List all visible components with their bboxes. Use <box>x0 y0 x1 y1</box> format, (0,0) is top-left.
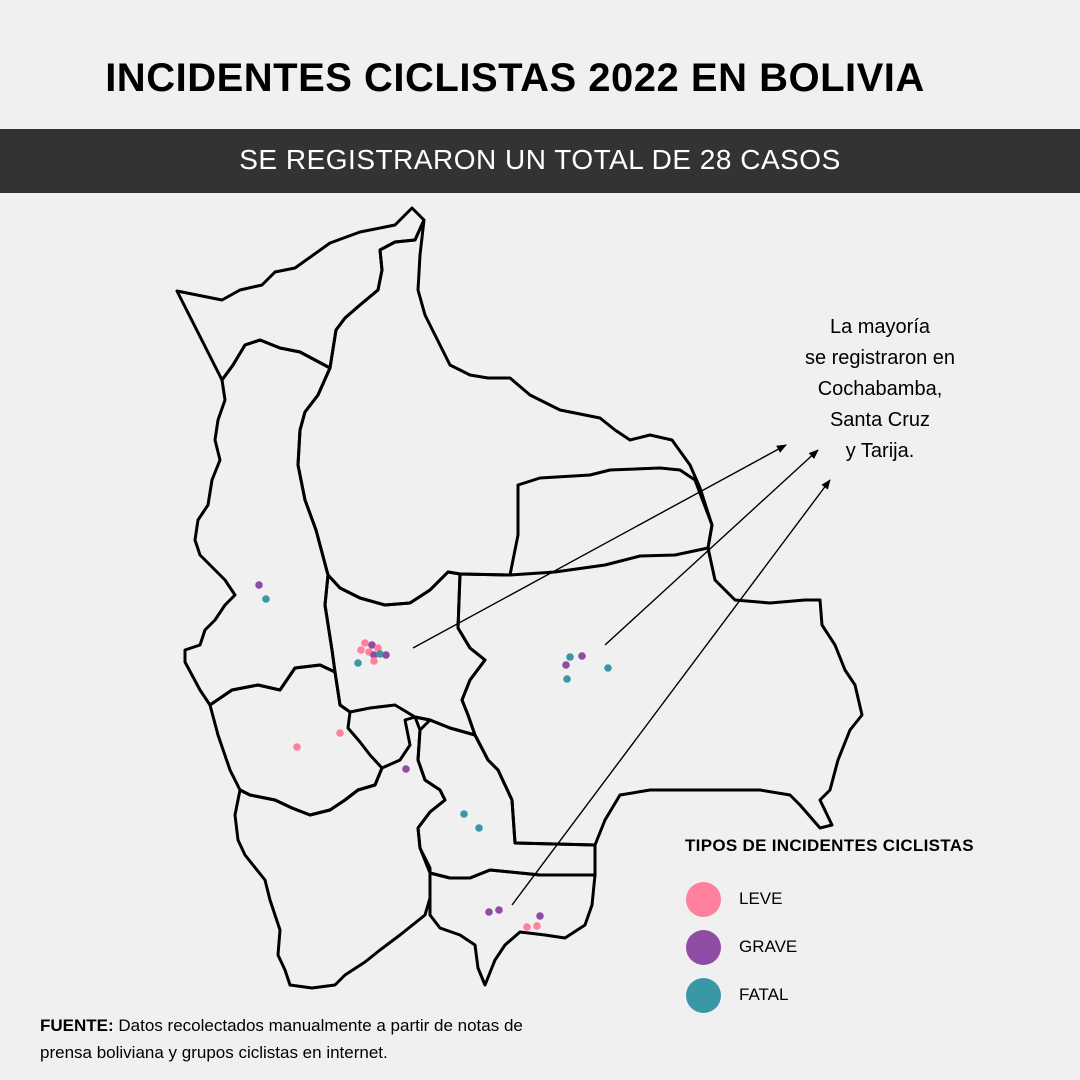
incident-marker-leve <box>523 923 531 931</box>
incident-marker-fatal <box>604 664 612 672</box>
incident-marker-grave <box>368 641 376 649</box>
subtitle-banner: SE REGISTRARON UN TOTAL DE 28 CASOS <box>0 129 1080 193</box>
source-label: FUENTE: <box>40 1016 114 1035</box>
incident-marker-fatal <box>475 824 483 832</box>
arrow-santa-cruz <box>604 449 819 646</box>
annotation-line: y Tarija. <box>845 440 915 462</box>
legend-swatch <box>686 930 721 965</box>
incident-marker-grave <box>402 765 410 773</box>
incident-marker-fatal <box>376 650 384 658</box>
legend-title: TIPOS DE INCIDENTES CICLISTAS <box>685 836 974 855</box>
incident-marker-fatal <box>563 675 571 683</box>
annotation-line: Cochabamba, <box>817 378 943 400</box>
incident-marker-grave <box>562 661 570 669</box>
annotation-line: Santa Cruz <box>829 409 931 431</box>
annotation-line: La mayoría <box>829 316 931 338</box>
region-chuquisaca <box>413 715 597 880</box>
incident-marker-leve <box>293 743 301 751</box>
region-santa-cruz <box>456 466 864 847</box>
legend-swatch <box>686 882 721 917</box>
region-pando <box>175 206 426 382</box>
incident-marker-grave <box>370 651 378 659</box>
subtitle: SE REGISTRARON UN TOTAL DE 28 CASOS <box>239 144 841 175</box>
annotation-line: se registraron en <box>804 347 956 369</box>
region-potosi <box>233 715 447 990</box>
region-beni <box>296 218 714 607</box>
arrow-cochabamba <box>412 444 787 649</box>
annotation-text: La mayoría se registraron en Cochabamba,… <box>760 312 1000 467</box>
incident-marker-leve <box>374 644 382 652</box>
incident-marker-grave <box>382 651 390 659</box>
incident-marker-grave <box>255 581 263 589</box>
legend-swatch <box>686 978 721 1013</box>
legend-label: GRAVE <box>739 937 798 956</box>
region-tarija <box>428 868 597 987</box>
incident-marker-leve <box>336 729 344 737</box>
incident-marker-leve <box>370 657 378 665</box>
incident-marker-grave <box>495 906 503 914</box>
legend-label: FATAL <box>739 985 789 1004</box>
page-title: INCIDENTES CICLISTAS 2022 EN BOLIVIA <box>105 56 925 100</box>
incident-marker-fatal <box>460 810 468 818</box>
incident-marker-leve <box>361 639 369 647</box>
incident-marker-fatal <box>354 659 362 667</box>
incident-marker-fatal <box>566 653 574 661</box>
source-text: Datos recolectados manualmente a partir … <box>40 1016 523 1062</box>
incident-marker-grave <box>578 652 586 660</box>
source-note: FUENTE: Datos recolectados manualmente a… <box>40 1012 560 1066</box>
legend-label: LEVE <box>739 889 783 908</box>
incident-marker-fatal <box>262 595 270 603</box>
incident-marker-grave <box>485 908 493 916</box>
incident-markers <box>255 581 612 931</box>
incident-marker-grave <box>536 912 544 920</box>
incident-marker-leve <box>533 922 541 930</box>
incident-marker-leve <box>357 646 365 654</box>
arrow-tarija <box>511 479 831 906</box>
